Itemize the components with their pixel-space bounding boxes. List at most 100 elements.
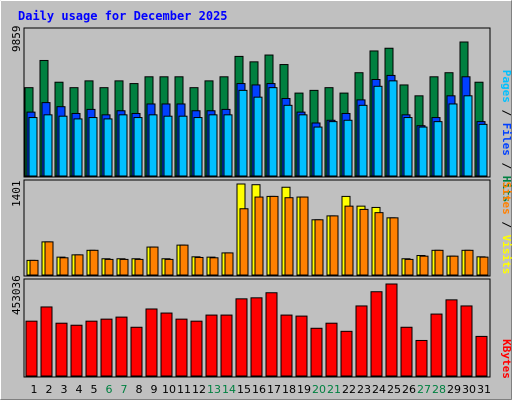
- x-tick-label: 12: [192, 383, 206, 396]
- sites-bar: [254, 196, 264, 276]
- kbytes-bar: [265, 292, 278, 377]
- svg-text:Pages / Files / Hits: Pages / Files / Hits: [500, 70, 512, 203]
- sites-bar: [239, 208, 249, 276]
- kbytes-bar: [145, 308, 158, 377]
- sites-bar: [179, 244, 189, 276]
- x-tick-label: 17: [267, 383, 281, 396]
- kbytes-bar: [175, 318, 188, 377]
- x-tick-label: 29: [447, 383, 461, 396]
- pages-bar: [223, 114, 233, 177]
- kbytes-bar: [55, 322, 68, 377]
- kbytes-bar: [385, 283, 398, 377]
- x-tick-label: 8: [136, 383, 143, 396]
- kbytes-bar: [25, 320, 38, 377]
- pages-bar: [328, 121, 338, 177]
- sites-bar: [119, 258, 129, 276]
- kbytes-bar: [40, 306, 53, 377]
- svg-text:Sites / Visits: Sites / Visits: [500, 182, 512, 275]
- x-tick-label: 2: [46, 383, 53, 396]
- sites-bar: [104, 258, 114, 276]
- pages-bar: [388, 80, 398, 177]
- kbytes-bar: [115, 316, 128, 377]
- pages-bar: [73, 118, 83, 177]
- panel2-legend: Sites / Visits: [500, 182, 512, 275]
- kbytes-bar: [310, 327, 323, 377]
- panel1-legend: Pages / Files / Hits: [500, 70, 512, 203]
- sites-bar: [464, 249, 474, 276]
- kbytes-bar: [205, 314, 218, 377]
- kbytes-bar: [85, 320, 98, 377]
- sites-bar: [449, 255, 459, 276]
- pages-bar: [28, 117, 38, 177]
- legend-kbytes: KBytes: [500, 339, 512, 379]
- sites-bar: [59, 257, 69, 276]
- pages-bar: [148, 114, 158, 177]
- sites-bar: [29, 259, 39, 276]
- pages-bar: [313, 126, 323, 177]
- pages-bar: [418, 126, 428, 177]
- x-tick-label: 5: [91, 383, 98, 396]
- x-tick-label: 27: [417, 383, 431, 396]
- x-tick-label: 31: [477, 383, 491, 396]
- sites-bar: [329, 215, 339, 276]
- sites-bar: [404, 258, 414, 276]
- x-tick-label: 19: [297, 383, 311, 396]
- x-tick-label: 21: [327, 383, 341, 396]
- sites-bar: [419, 255, 429, 276]
- x-tick-label: 9: [151, 383, 158, 396]
- sites-bar: [389, 217, 399, 276]
- x-tick-label: 10: [162, 383, 176, 396]
- legend-pages: Pages: [500, 70, 512, 103]
- pages-bar: [208, 114, 218, 177]
- sites-bar: [134, 258, 144, 276]
- kbytes-bar: [475, 335, 488, 377]
- pages-bar: [478, 123, 488, 177]
- x-tick-label: 26: [402, 383, 416, 396]
- chart-title: Daily usage for December 2025: [18, 9, 228, 23]
- panel2-ytick: 1401: [10, 181, 23, 208]
- kbytes-bar: [130, 326, 143, 377]
- x-tick-label: 20: [312, 383, 326, 396]
- sites-bar: [164, 258, 174, 276]
- kbytes-bar: [280, 314, 293, 377]
- kbytes-bar: [325, 322, 338, 377]
- pages-bar: [298, 114, 308, 177]
- kbytes-bar: [70, 324, 83, 377]
- kbytes-bar: [250, 297, 263, 377]
- kbytes-bar: [355, 305, 368, 377]
- x-tick-label: 24: [372, 383, 386, 396]
- kbytes-bar: [445, 299, 458, 377]
- sites-bar: [209, 257, 219, 276]
- legend-sites: Sites: [500, 182, 512, 215]
- kbytes-bar: [400, 326, 413, 377]
- sites-bar: [344, 205, 354, 276]
- pages-bar: [88, 117, 98, 177]
- kbytes-bar: [295, 315, 308, 377]
- sites-bar: [374, 212, 384, 276]
- x-tick-label: 22: [342, 383, 356, 396]
- sites-bar: [149, 246, 159, 276]
- panel1-ytick: 9859: [10, 26, 23, 53]
- x-tick-label: 28: [432, 383, 446, 396]
- pages-bar: [103, 118, 113, 177]
- pages-bar: [253, 96, 263, 177]
- x-tick-label: 16: [252, 383, 266, 396]
- x-tick-label: 30: [462, 383, 476, 396]
- sites-bar: [224, 252, 234, 276]
- legend-files: Files: [500, 123, 512, 156]
- x-tick-label: 23: [357, 383, 371, 396]
- sites-bar: [74, 254, 84, 276]
- pages-bar: [343, 119, 353, 177]
- pages-bar: [433, 121, 443, 177]
- kbytes-bar: [340, 330, 353, 377]
- pages-bar: [163, 115, 173, 177]
- pages-bar: [238, 89, 248, 177]
- sites-bar: [284, 197, 294, 276]
- sites-bar: [299, 196, 309, 276]
- x-tick-label: 15: [237, 383, 251, 396]
- sites-bar: [314, 219, 324, 276]
- panel3-ytick: 453036: [10, 275, 23, 315]
- pages-bar: [358, 104, 368, 177]
- x-tick-label: 25: [387, 383, 401, 396]
- sites-bar: [434, 249, 444, 276]
